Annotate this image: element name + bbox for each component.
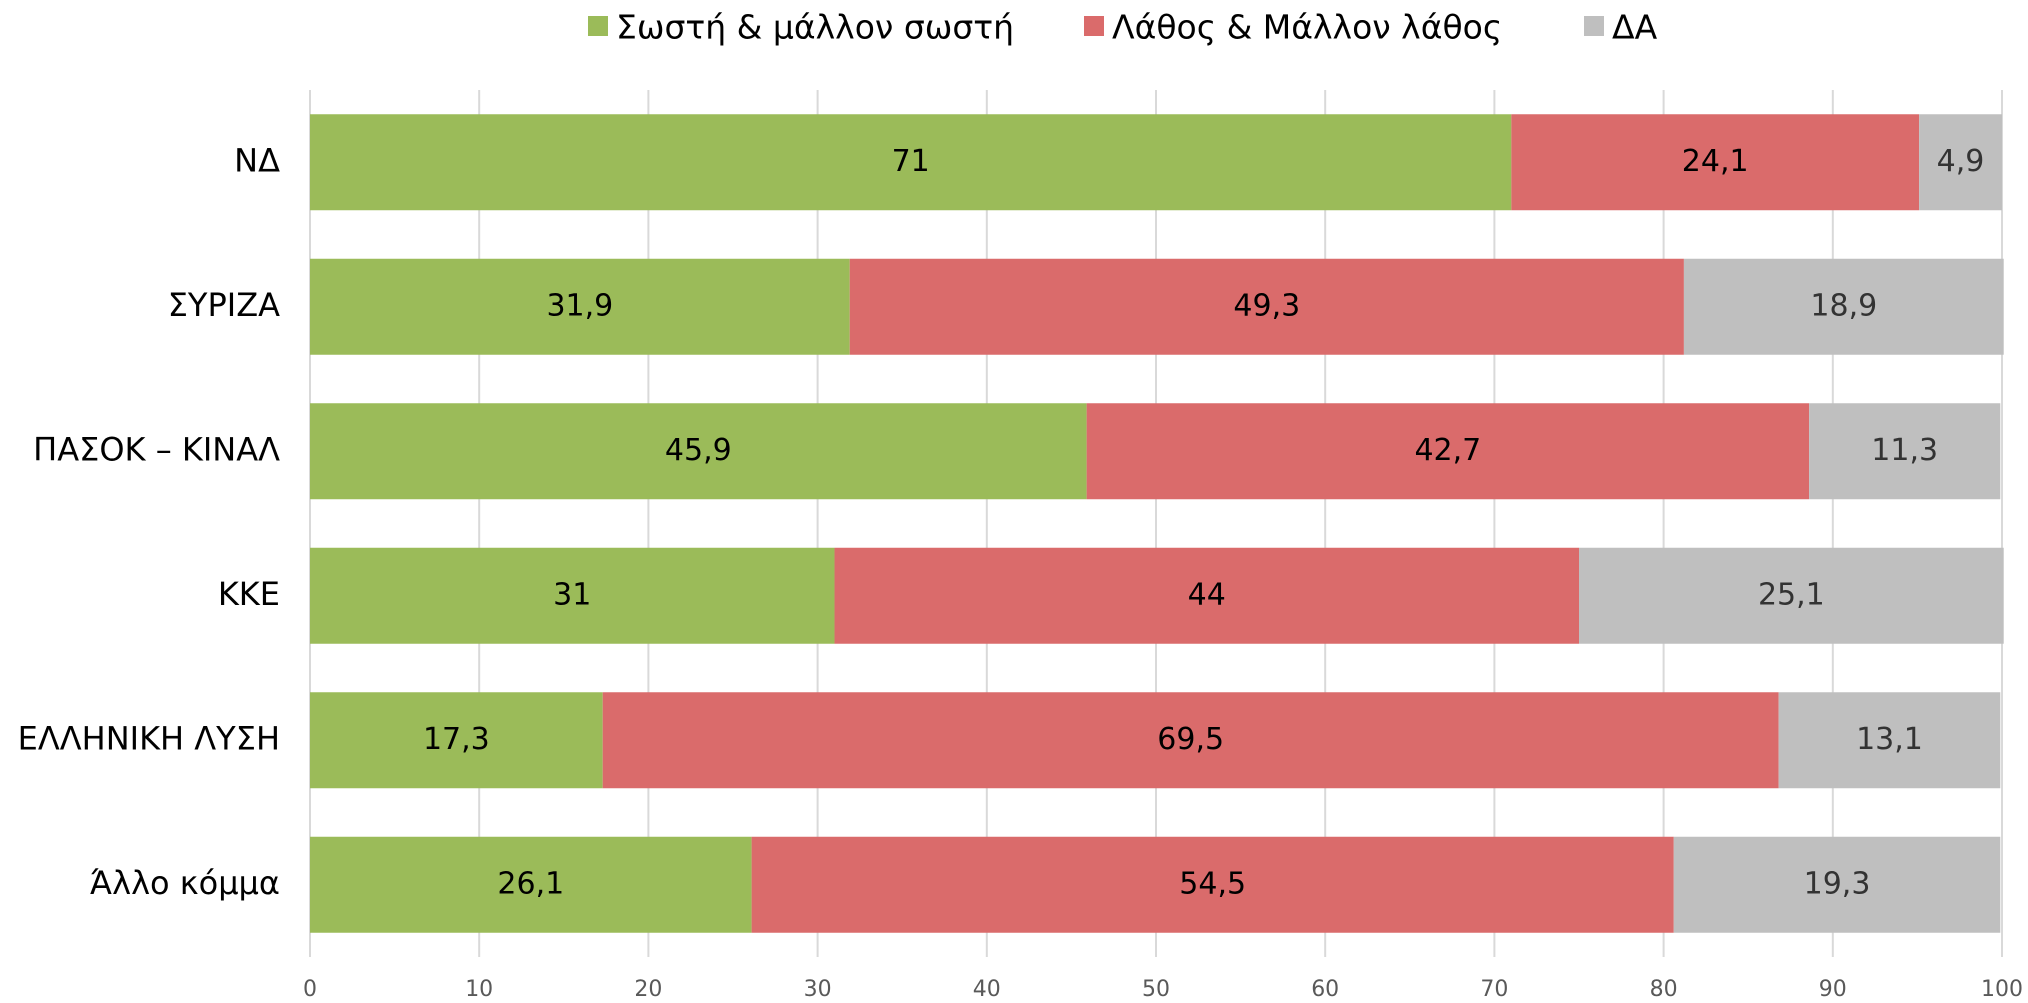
data-label: 44 (1188, 577, 1226, 612)
category-label: Άλλο κόμμα (90, 864, 280, 902)
x-tick-label: 10 (465, 977, 493, 1002)
x-tick-label: 100 (1981, 977, 2023, 1002)
bar-segment (310, 547, 835, 644)
data-label: 4,9 (1937, 144, 1985, 179)
bar-segment (849, 258, 1684, 355)
x-tick-label: 30 (804, 977, 832, 1002)
legend-label: ΔΑ (1612, 8, 1658, 47)
x-tick-label: 40 (973, 977, 1001, 1002)
bar-segment (310, 114, 1512, 211)
bar-segment (1511, 114, 1920, 211)
data-label: 18,9 (1810, 288, 1877, 323)
legend-label: Σωστή & μάλλον σωστή (616, 8, 1014, 47)
bar-segment (310, 403, 1087, 500)
bar-segment (751, 836, 1674, 933)
bar-segment (1579, 547, 2004, 644)
bar-segment (310, 836, 752, 933)
data-label: 49,3 (1233, 288, 1300, 323)
x-tick-label: 20 (634, 977, 662, 1002)
legend-swatch (1084, 16, 1104, 36)
data-label: 11,3 (1871, 433, 1938, 468)
x-tick-label: 0 (303, 977, 317, 1002)
data-label: 24,1 (1682, 144, 1749, 179)
legend-label: Λάθος & Μάλλον λάθος (1112, 8, 1502, 47)
bar-segment (1673, 836, 2001, 933)
bar-segment (834, 547, 1579, 644)
category-label: ΕΛΛΗΝΙΚΗ ΛΥΣΗ (18, 719, 280, 757)
data-label: 31 (553, 577, 591, 612)
bar-segment (602, 692, 1779, 789)
data-label: 45,9 (665, 433, 732, 468)
bar-segment (1919, 114, 2002, 211)
bar-segment (1809, 403, 2001, 500)
data-label: 25,1 (1758, 577, 1825, 612)
data-label: 54,5 (1179, 866, 1246, 901)
data-label: 19,3 (1804, 866, 1871, 901)
bar-segment (1086, 403, 1810, 500)
x-tick-label: 90 (1819, 977, 1847, 1002)
data-label: 26,1 (497, 866, 564, 901)
bar-segment (1683, 258, 2004, 355)
data-label: 69,5 (1157, 722, 1224, 757)
category-label: ΠΑΣΟΚ – ΚΙΝΑΛ (33, 430, 280, 468)
category-label: ΚΚΕ (218, 575, 280, 613)
category-label: ΣΥΡΙΖΑ (168, 286, 280, 324)
legend-swatch (588, 16, 608, 36)
data-label: 31,9 (546, 288, 613, 323)
x-tick-label: 60 (1311, 977, 1339, 1002)
bar-segment (310, 692, 603, 789)
bar-segment (1778, 692, 2001, 789)
data-label: 71 (892, 144, 930, 179)
data-label: 17,3 (423, 722, 490, 757)
x-tick-label: 80 (1650, 977, 1678, 1002)
data-label: 42,7 (1414, 433, 1481, 468)
category-label: ΝΔ (234, 141, 280, 179)
x-tick-label: 70 (1480, 977, 1508, 1002)
bar-segment (310, 258, 850, 355)
data-label: 13,1 (1856, 722, 1923, 757)
legend-swatch (1584, 16, 1604, 36)
x-tick-label: 50 (1142, 977, 1170, 1002)
